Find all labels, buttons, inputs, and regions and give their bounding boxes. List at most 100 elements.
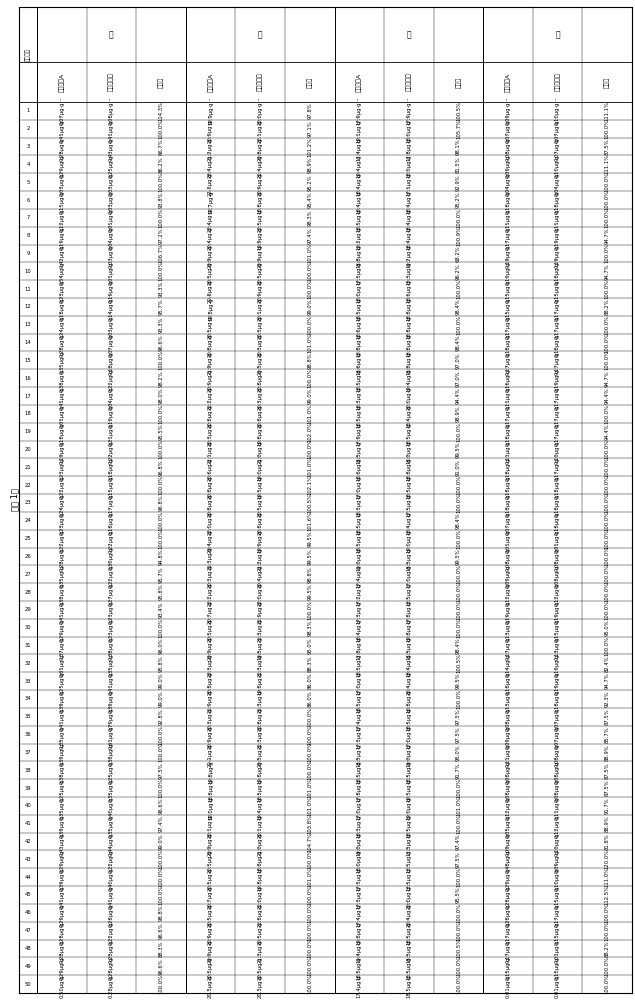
Text: 19.4μg·g⁻¹: 19.4μg·g⁻¹ <box>258 792 263 820</box>
Text: 0.28μg·g⁻¹: 0.28μg·g⁻¹ <box>505 881 511 909</box>
Text: 20.5μg·g⁻¹: 20.5μg·g⁻¹ <box>208 257 213 285</box>
Text: 18.5μg·g⁻¹: 18.5μg·g⁻¹ <box>406 471 411 499</box>
Text: 21.3μg·g⁻¹: 21.3μg·g⁻¹ <box>208 542 213 570</box>
Text: 100.0%: 100.0% <box>307 956 312 976</box>
Text: 47: 47 <box>25 928 31 933</box>
Text: 7: 7 <box>26 215 30 220</box>
Text: 100.0%: 100.0% <box>605 350 610 370</box>
Text: 100.0%: 100.0% <box>456 921 461 941</box>
Text: 20.5μg·g⁻¹: 20.5μg·g⁻¹ <box>258 952 263 980</box>
Text: 19.4μg·g⁻¹: 19.4μg·g⁻¹ <box>357 150 362 178</box>
Text: 111.0%: 111.0% <box>605 867 610 887</box>
Text: 0.29μg·g⁻¹: 0.29μg·g⁻¹ <box>59 899 64 927</box>
Text: 20.8μg·g⁻¹: 20.8μg·g⁻¹ <box>208 275 213 303</box>
Text: 18.5μg·g⁻¹: 18.5μg·g⁻¹ <box>357 738 362 767</box>
Text: 99.0%: 99.0% <box>307 299 312 315</box>
Text: 17.4μg·g⁻¹: 17.4μg·g⁻¹ <box>357 132 362 161</box>
Text: 88.3%: 88.3% <box>159 940 163 957</box>
Text: 0.18μg·g⁻¹: 0.18μg·g⁻¹ <box>109 453 114 481</box>
Text: 100.0%: 100.0% <box>456 564 461 584</box>
Text: 100.0%: 100.0% <box>605 457 610 477</box>
Text: 0.22μg·g⁻¹: 0.22μg·g⁻¹ <box>109 845 114 873</box>
Text: 100.0%: 100.0% <box>605 439 610 459</box>
Text: 100.0%: 100.0% <box>307 849 312 869</box>
Text: 20.9μg·g⁻¹: 20.9μg·g⁻¹ <box>208 917 213 945</box>
Text: 98.1%: 98.1% <box>456 138 461 155</box>
Text: 18.0μg·g⁻¹: 18.0μg·g⁻¹ <box>357 845 362 873</box>
Text: 18.0μg·g⁻¹: 18.0μg·g⁻¹ <box>406 115 411 143</box>
Text: 0.13μg·g⁻¹: 0.13μg·g⁻¹ <box>505 685 511 713</box>
Text: 0.22μg·g⁻¹: 0.22μg·g⁻¹ <box>59 471 64 499</box>
Text: 19.0μg·g⁻¹: 19.0μg·g⁻¹ <box>208 792 213 820</box>
Text: 100.5%: 100.5% <box>456 938 461 958</box>
Text: 21.2μg·g⁻¹: 21.2μg·g⁻¹ <box>208 132 213 161</box>
Text: 100.0%: 100.0% <box>605 475 610 495</box>
Text: 0.08μg·g⁻¹: 0.08μg·g⁻¹ <box>109 97 114 125</box>
Text: 98.8%: 98.8% <box>307 566 312 583</box>
Text: 17.0μg·g⁻¹: 17.0μg·g⁻¹ <box>406 560 411 588</box>
Text: 100.0%: 100.0% <box>605 190 610 210</box>
Text: 21.0μg·g⁻¹: 21.0μg·g⁻¹ <box>258 435 263 464</box>
Text: 20.3μg·g⁻¹: 20.3μg·g⁻¹ <box>208 703 213 731</box>
Text: 19.4μg·g⁻¹: 19.4μg·g⁻¹ <box>357 934 362 963</box>
Text: 22.2μg·g⁻¹: 22.2μg·g⁻¹ <box>258 542 263 571</box>
Text: 97.2%: 97.2% <box>159 227 163 244</box>
Text: 20: 20 <box>25 447 31 452</box>
Text: 18.3μg·g⁻¹: 18.3μg·g⁻¹ <box>357 489 362 517</box>
Text: 18.8μg·g⁻¹: 18.8μg·g⁻¹ <box>406 293 411 321</box>
Text: 0.15μg·g⁻¹: 0.15μg·g⁻¹ <box>505 275 511 303</box>
Text: 0.28μg·g⁻¹: 0.28μg·g⁻¹ <box>59 934 64 963</box>
Text: 100.0%: 100.0% <box>159 974 163 994</box>
Text: 0.18μg·g⁻¹: 0.18μg·g⁻¹ <box>505 453 511 481</box>
Text: 0.18μg·g⁻¹: 0.18μg·g⁻¹ <box>59 418 64 446</box>
Text: 101.0%: 101.0% <box>307 778 312 798</box>
Text: 0.16μg·g⁻¹: 0.16μg·g⁻¹ <box>505 364 511 392</box>
Text: 0.08μg·g⁻¹: 0.08μg·g⁻¹ <box>505 756 511 784</box>
Text: 100.0%: 100.0% <box>159 849 163 869</box>
Text: 101.2%: 101.2% <box>307 137 312 157</box>
Text: 22: 22 <box>25 483 31 488</box>
Text: 100.0%: 100.0% <box>605 903 610 923</box>
Text: 0.17μg·g⁻¹: 0.17μg·g⁻¹ <box>555 293 560 321</box>
Text: 19.9μg·g⁻¹: 19.9μg·g⁻¹ <box>258 524 263 553</box>
Text: 0.18μg·g⁻¹: 0.18μg·g⁻¹ <box>59 293 64 321</box>
Text: 20.5μg·g⁻¹: 20.5μg·g⁻¹ <box>258 489 263 517</box>
Text: 29: 29 <box>25 607 31 612</box>
Text: 18.8μg·g⁻¹: 18.8μg·g⁻¹ <box>406 311 411 339</box>
Text: 18.5μg·g⁻¹: 18.5μg·g⁻¹ <box>406 631 411 660</box>
Text: 20.8μg·g⁻¹: 20.8μg·g⁻¹ <box>208 471 213 499</box>
Text: 95.5%: 95.5% <box>456 887 461 903</box>
Text: 33: 33 <box>25 679 31 684</box>
Text: 20.5μg·g⁻¹: 20.5μg·g⁻¹ <box>208 952 213 980</box>
Text: 97.0%: 97.0% <box>456 370 461 387</box>
Text: 22.1μg·g⁻¹: 22.1μg·g⁻¹ <box>208 435 213 464</box>
Text: 17.8μg·g⁻¹: 17.8μg·g⁻¹ <box>406 596 411 624</box>
Text: 0.01μg·g⁻¹: 0.01μg·g⁻¹ <box>555 524 560 553</box>
Text: 100.0%: 100.0% <box>307 903 312 923</box>
Text: 100.0%: 100.0% <box>159 439 163 459</box>
Text: 17.4μg·g⁻¹: 17.4μg·g⁻¹ <box>357 703 362 731</box>
Text: 120.0%: 120.0% <box>605 849 610 869</box>
Text: 17.9μg·g⁻¹: 17.9μg·g⁻¹ <box>357 97 362 125</box>
Text: 97.8%: 97.8% <box>307 103 312 119</box>
Text: 0.04μg·g⁻¹: 0.04μg·g⁻¹ <box>109 222 114 250</box>
Text: 22.5μg·g⁻¹: 22.5μg·g⁻¹ <box>208 168 213 196</box>
Text: 42: 42 <box>25 839 31 844</box>
Text: 100.0%: 100.0% <box>456 956 461 976</box>
Text: 0.18μg·g⁻¹: 0.18μg·g⁻¹ <box>505 418 511 446</box>
Text: 22.2μg·g⁻¹: 22.2μg·g⁻¹ <box>208 578 213 606</box>
Text: 19.5μg·g⁻¹: 19.5μg·g⁻¹ <box>258 471 263 499</box>
Text: 66.7%: 66.7% <box>159 138 163 155</box>
Text: 试样编号: 试样编号 <box>25 48 30 61</box>
Text: 17.2μg·g⁻¹: 17.2μg·g⁻¹ <box>357 578 362 606</box>
Text: 17.5μg·g⁻¹: 17.5μg·g⁻¹ <box>406 489 411 517</box>
Text: 100.0%: 100.0% <box>159 350 163 370</box>
Text: 20.9μg·g⁻¹: 20.9μg·g⁻¹ <box>208 631 213 660</box>
Text: 18.5μg·g⁻¹: 18.5μg·g⁻¹ <box>258 774 263 802</box>
Text: 96.6%: 96.6% <box>159 922 163 939</box>
Text: 104.7%: 104.7% <box>307 832 312 852</box>
Text: 100.0%: 100.0% <box>307 600 312 620</box>
Text: 100.0%: 100.0% <box>456 475 461 495</box>
Text: 18.3μg·g⁻¹: 18.3μg·g⁻¹ <box>357 382 362 410</box>
Text: 18.5μg·g⁻¹: 18.5μg·g⁻¹ <box>357 400 362 428</box>
